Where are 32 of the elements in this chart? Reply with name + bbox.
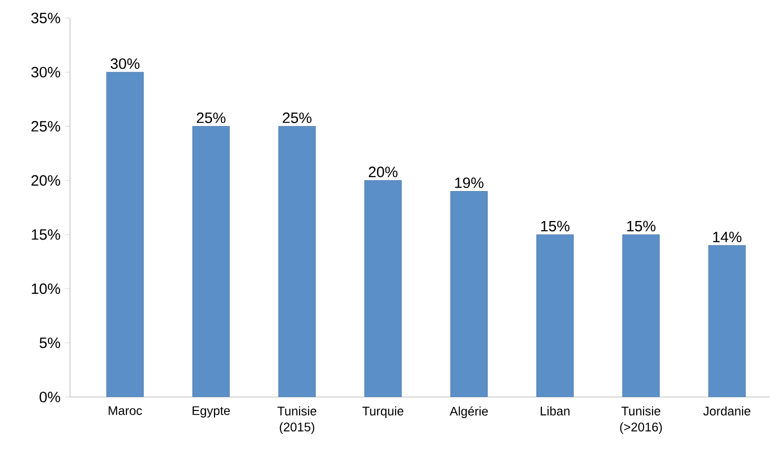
- x-tick-label: Turquie: [362, 406, 404, 418]
- y-tick-label: 0%: [40, 392, 60, 402]
- x-tick-label: Liban: [540, 406, 570, 416]
- bar: [708, 245, 746, 397]
- x-tick-label: Tunisie (>2016): [620, 406, 662, 434]
- data-label: 19%: [455, 177, 484, 188]
- data-label: 30%: [110, 58, 140, 69]
- data-label: 25%: [282, 112, 312, 124]
- bar: [278, 126, 316, 397]
- y-tick-label: 15%: [32, 229, 60, 240]
- x-tick-label: Tunisie (2015): [277, 406, 316, 434]
- bar: [364, 180, 402, 397]
- data-label: 14%: [713, 232, 742, 242]
- bar: [450, 191, 488, 397]
- data-label: 25%: [196, 112, 226, 124]
- bar: [536, 234, 574, 397]
- x-tick-label: Jordanie: [703, 406, 750, 416]
- bar: [106, 72, 144, 397]
- bar: [622, 234, 660, 397]
- data-label: 15%: [541, 220, 570, 232]
- data-label: 20%: [368, 166, 398, 178]
- y-tick-label: 20%: [31, 175, 60, 186]
- x-tick-label: Egypte: [192, 406, 230, 418]
- y-tick-label: 25%: [31, 120, 60, 132]
- y-tick-label: 10%: [32, 283, 60, 294]
- y-tick-label: 35%: [31, 12, 60, 24]
- bar: [192, 126, 230, 397]
- y-tick-label: 5%: [40, 338, 60, 348]
- y-tick-label: 30%: [31, 66, 60, 78]
- data-label: 15%: [627, 220, 656, 232]
- x-tick-label: Maroc: [108, 406, 142, 416]
- x-tick-label: Algérie: [450, 406, 488, 418]
